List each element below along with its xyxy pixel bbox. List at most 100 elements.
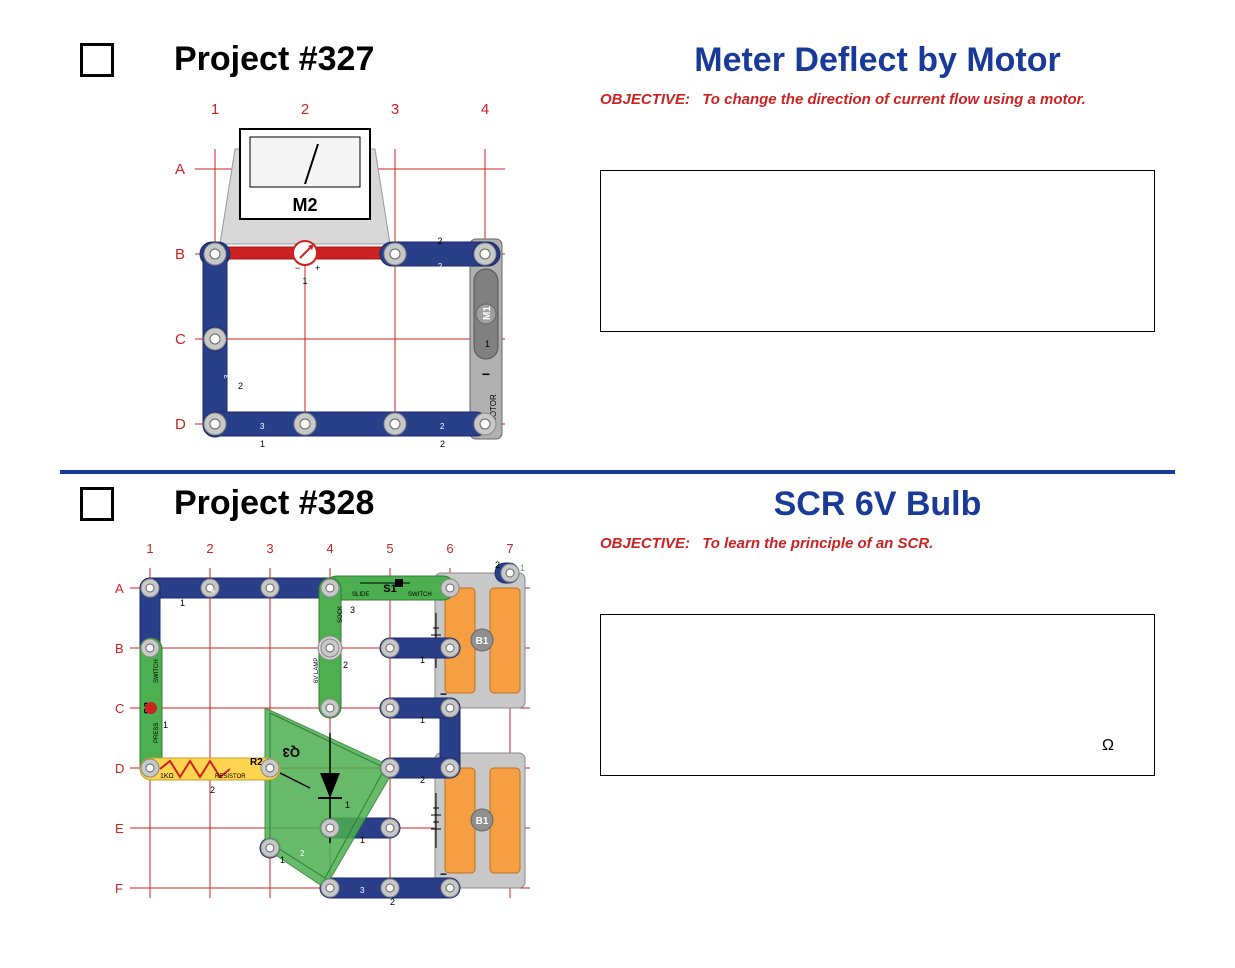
svg-text:1: 1 — [302, 276, 307, 286]
svg-text:1: 1 — [485, 339, 490, 349]
svg-text:3: 3 — [260, 422, 265, 431]
svg-text:7: 7 — [506, 541, 513, 556]
svg-text:D: D — [115, 761, 124, 776]
svg-text:2: 2 — [300, 849, 305, 858]
svg-text:1: 1 — [345, 800, 350, 810]
svg-text:2: 2 — [440, 439, 445, 449]
project-328-right: SCR 6V Bulb OBJECTIVE: To learn the prin… — [560, 484, 1175, 776]
project-327-diagram: 1 2 3 4 A B C D M2 — [160, 89, 520, 454]
row-b: B — [175, 246, 185, 263]
svg-text:1: 1 — [520, 563, 525, 573]
svg-text:2: 2 — [400, 741, 405, 750]
project-327-right: Meter Deflect by Motor OBJECTIVE: To cha… — [560, 40, 1175, 332]
project-327-left: Project #327 1 2 3 4 — [60, 40, 560, 454]
svg-text:2: 2 — [437, 236, 442, 246]
meter-m2: M2 − + — [220, 129, 390, 273]
svg-text:2: 2 — [343, 660, 348, 670]
row-d: D — [175, 416, 186, 433]
svg-text:1: 1 — [180, 598, 185, 608]
project-328-infobox: Ω — [600, 614, 1155, 776]
svg-text:2: 2 — [206, 541, 213, 556]
col-4: 4 — [481, 101, 489, 118]
svg-text:3: 3 — [350, 605, 355, 615]
svg-text:2: 2 — [495, 560, 500, 570]
row-a: A — [175, 161, 185, 178]
col-2: 2 — [301, 101, 309, 118]
section-divider — [60, 470, 1175, 474]
svg-text:2: 2 — [463, 731, 468, 740]
svg-text:4: 4 — [210, 586, 215, 595]
svg-text:E: E — [115, 821, 124, 836]
circuit-328-svg: 1 2 3 4 5 6 7 A B C D E F B1 — [100, 533, 540, 913]
circuit-327-svg: 1 2 3 4 A B C D M2 — [160, 89, 520, 449]
objective-label: OBJECTIVE: — [600, 91, 690, 108]
svg-text:F: F — [115, 881, 123, 896]
project-328-title-row: Project #328 — [60, 484, 560, 523]
svg-text:SLIDE: SLIDE — [352, 592, 369, 598]
svg-text:S1: S1 — [383, 583, 396, 595]
svg-text:6: 6 — [446, 541, 453, 556]
objective-text: To change the direction of current flow … — [702, 91, 1086, 108]
svg-text:B1: B1 — [476, 636, 489, 647]
svg-text:SOCK: SOCK — [338, 606, 344, 623]
svg-text:1: 1 — [280, 855, 285, 865]
svg-text:2: 2 — [210, 785, 215, 795]
project-328-number: Project #328 — [174, 484, 374, 523]
svg-text:1: 1 — [420, 655, 425, 665]
svg-text:2: 2 — [238, 381, 243, 391]
svg-text:Q3: Q3 — [283, 745, 300, 760]
project-327-infobox — [600, 170, 1155, 332]
svg-text:1: 1 — [146, 541, 153, 556]
project-327-objective: OBJECTIVE: To change the direction of cu… — [600, 89, 1155, 110]
svg-text:5: 5 — [386, 541, 393, 556]
wires-327: 2 2 1 1 3 2 3 2 1 2 — [200, 236, 500, 449]
svg-text:B1: B1 — [476, 816, 489, 827]
project-328-left: Project #328 — [60, 484, 560, 918]
svg-text:4: 4 — [326, 541, 333, 556]
svg-text:−: − — [482, 366, 490, 382]
svg-text:C: C — [115, 701, 124, 716]
svg-text:2: 2 — [420, 775, 425, 785]
green-components: S1 SLIDE SWITCH S2 PRESS SWITCH L2 6V LA — [140, 576, 455, 888]
svg-text:B: B — [115, 641, 124, 656]
objective-label-2: OBJECTIVE: — [600, 535, 690, 552]
svg-text:2: 2 — [163, 621, 168, 630]
col-1: 1 — [211, 101, 219, 118]
project-327-title: Meter Deflect by Motor — [600, 40, 1155, 81]
project-328-diagram: 1 2 3 4 5 6 7 A B C D E F B1 — [100, 533, 540, 918]
svg-text:2: 2 — [440, 422, 445, 431]
svg-text:A: A — [115, 581, 124, 596]
svg-text:1: 1 — [420, 715, 425, 725]
svg-text:M2: M2 — [292, 195, 317, 215]
col-3: 3 — [391, 101, 399, 118]
svg-text:3: 3 — [250, 856, 255, 865]
project-328-title: SCR 6V Bulb — [600, 484, 1155, 525]
svg-text:2: 2 — [438, 262, 443, 271]
svg-text:3: 3 — [223, 374, 232, 379]
project-327-number: Project #327 — [174, 40, 374, 79]
svg-text:1KΩ: 1KΩ — [160, 773, 174, 780]
svg-text:6V LAMP: 6V LAMP — [314, 658, 320, 683]
objective-text-2: To learn the principle of an SCR. — [702, 535, 933, 552]
svg-text:3: 3 — [266, 541, 273, 556]
svg-text:3: 3 — [360, 886, 365, 895]
svg-text:PRESS: PRESS — [154, 723, 160, 743]
svg-text:2: 2 — [390, 897, 395, 907]
omega-symbol: Ω — [1102, 737, 1114, 755]
svg-text:SWITCH: SWITCH — [154, 659, 160, 683]
svg-text:1: 1 — [260, 439, 265, 449]
project-327-section: Project #327 1 2 3 4 — [60, 40, 1175, 460]
svg-text:SWITCH: SWITCH — [408, 592, 432, 598]
resistor-r2: R2 1KΩ RESISTOR — [140, 757, 280, 780]
project-328-section: Project #328 — [60, 484, 1175, 918]
project-327-checkbox[interactable] — [80, 43, 114, 77]
svg-text:1: 1 — [360, 835, 365, 845]
svg-text:−: − — [295, 263, 300, 273]
project-328-objective: OBJECTIVE: To learn the principle of an … — [600, 533, 1155, 554]
project-328-checkbox[interactable] — [80, 487, 114, 521]
row-c: C — [175, 331, 186, 348]
svg-text:RESISTOR: RESISTOR — [215, 774, 246, 780]
svg-text:M1: M1 — [482, 306, 493, 320]
project-327-title-row: Project #327 — [60, 40, 560, 79]
svg-text:1: 1 — [163, 720, 168, 730]
